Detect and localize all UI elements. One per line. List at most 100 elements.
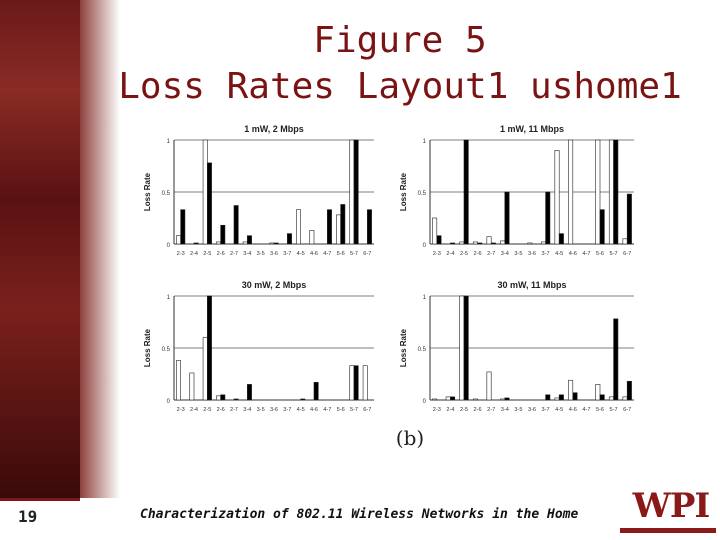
- x-tick-label: 5-7: [350, 251, 358, 257]
- chart-panel-3: 30 mW, 2 Mbps Loss Rate 0 0.5 1 2-3 2-4 2-5 2-6 2…: [143, 280, 374, 413]
- x-tick-label: 2-5: [460, 251, 468, 257]
- x-tick-label: 4-7: [323, 251, 331, 257]
- bar-black-4-6: [313, 382, 319, 401]
- bar-white-4-6: [568, 379, 574, 401]
- chart-panel-4: 30 mW, 11 Mbps Loss Rate 0 0.5 1 2-3 2-4 2-5 2-6…: [399, 280, 634, 413]
- y-tick-label: 1: [167, 139, 171, 145]
- bar-white-2-3: [176, 360, 181, 401]
- bar-black-4-5: [558, 233, 564, 245]
- bar-white-3-4: [500, 398, 506, 401]
- bar-black-3-7: [545, 394, 551, 401]
- x-tick-label: 2-3: [177, 251, 185, 257]
- bar-black-2-7: [233, 205, 239, 245]
- chart-panel-2: 1 mW, 11 Mbps Loss Rate 0 0.5 1 2-3 2-4 2-5 2-6 2…: [399, 124, 634, 257]
- x-tick-label: 2-5: [460, 407, 468, 413]
- charts-area: 1 mW, 2 Mbps Loss Rate 0 0.5 1 2-3 2-4 2-5 2-6 2-…: [143, 124, 634, 413]
- bar-white-4-6: [568, 139, 574, 245]
- bar-black-5-6: [599, 394, 605, 401]
- bar-black-2-6: [220, 394, 226, 401]
- title-line-1: Figure 5: [313, 20, 487, 61]
- x-tick-label: 3-4: [243, 251, 251, 257]
- x-tick-label: 3-7: [542, 407, 550, 413]
- bar-black-2-4: [450, 396, 456, 401]
- x-tick-label: 2-4: [190, 251, 198, 257]
- bar-white-5-7: [349, 365, 355, 401]
- x-tick-label: 5-7: [610, 251, 618, 257]
- y-tick-label: 0: [423, 399, 427, 405]
- x-tick-label: 3-6: [528, 251, 536, 257]
- bar-black-4-6: [572, 392, 578, 401]
- bar-black-6-7: [626, 380, 632, 401]
- bar-white-5-6: [595, 384, 601, 401]
- x-tick-label: 2-6: [217, 251, 225, 257]
- x-tick-label: 2-7: [230, 251, 238, 257]
- bar-white-4-5: [554, 397, 560, 401]
- chart-title: 30 mW, 2 Mbps: [242, 280, 307, 290]
- bar-black-2-5: [207, 162, 212, 245]
- bar-white-2-5: [202, 337, 208, 401]
- x-tick-label: 3-4: [501, 251, 509, 257]
- x-tick-label: 4-6: [569, 251, 577, 257]
- x-tick-label: 4-7: [582, 251, 590, 257]
- y-tick-label: 0.5: [418, 191, 427, 197]
- x-tick-label: 3-5: [257, 251, 265, 257]
- x-tick-label: 4-7: [582, 407, 590, 413]
- x-tick-label: 2-3: [433, 407, 441, 413]
- y-axis-label: Loss Rate: [143, 172, 152, 211]
- y-tick-label: 1: [423, 295, 427, 301]
- x-tick-label: 3-6: [270, 407, 278, 413]
- bar-white-3-6: [527, 242, 533, 245]
- x-tick-label: 5-6: [596, 407, 604, 413]
- title-line-2: Loss Rates Layout1 ushome1: [118, 66, 682, 107]
- x-tick-label: 4-5: [297, 407, 305, 413]
- x-tick-label: 4-6: [569, 407, 577, 413]
- y-axis-label: Loss Rate: [143, 328, 152, 367]
- bar-black-5-6: [599, 209, 605, 245]
- bar-white-2-3: [176, 235, 181, 245]
- y-tick-label: 0.5: [162, 347, 171, 353]
- bar-black-6-7: [626, 193, 632, 245]
- bar-white-2-5: [459, 241, 465, 245]
- bar-white-3-6: [269, 242, 275, 245]
- bar-white-4-5: [296, 209, 301, 245]
- bar-white-2-4: [189, 372, 195, 401]
- wpi-logo: WPI: [632, 486, 711, 526]
- bar-white-2-7: [486, 236, 492, 245]
- bar-black-2-6: [220, 224, 226, 245]
- footer-bar: [0, 498, 720, 540]
- bar-white-2-5: [202, 139, 208, 245]
- figure-caption: (b): [395, 426, 425, 450]
- x-tick-label: 5-6: [337, 407, 345, 413]
- footer-text: Characterization of 802.11 Wireless Netw…: [140, 507, 579, 522]
- x-tick-label: 5-6: [337, 251, 345, 257]
- x-tick-label: 3-7: [283, 251, 291, 257]
- x-tick-label: 5-6: [596, 251, 604, 257]
- bar-white-5-7: [608, 396, 614, 401]
- y-tick-label: 0: [167, 243, 171, 249]
- chart-title: 1 mW, 2 Mbps: [244, 124, 304, 134]
- x-tick-label: 3-4: [501, 407, 509, 413]
- x-tick-label: 4-7: [323, 407, 331, 413]
- bar-black-2-3: [436, 235, 442, 245]
- x-tick-label: 3-7: [542, 251, 550, 257]
- bar-black-6-7: [367, 209, 372, 245]
- x-tick-label: 2-4: [446, 407, 454, 413]
- bar-black-2-5: [207, 295, 212, 401]
- bar-white-5-7: [608, 139, 614, 245]
- x-tick-label: 2-5: [203, 407, 211, 413]
- y-tick-label: 1: [423, 139, 427, 145]
- bar-black-2-4: [193, 242, 199, 245]
- x-tick-label: 3-5: [514, 407, 522, 413]
- page-number: 19: [18, 507, 38, 526]
- bar-white-2-6: [216, 241, 221, 245]
- x-tick-label: 2-7: [487, 251, 495, 257]
- x-tick-label: 3-7: [283, 407, 291, 413]
- x-tick-label: 4-5: [555, 407, 563, 413]
- bar-black-5-6: [340, 204, 346, 245]
- x-tick-label: 3-5: [514, 251, 522, 257]
- x-tick-label: 2-6: [474, 251, 482, 257]
- x-tick-label: 3-6: [528, 407, 536, 413]
- bar-white-3-4: [500, 240, 506, 245]
- x-tick-label: 6-7: [623, 407, 631, 413]
- bar-white-2-6: [216, 395, 221, 401]
